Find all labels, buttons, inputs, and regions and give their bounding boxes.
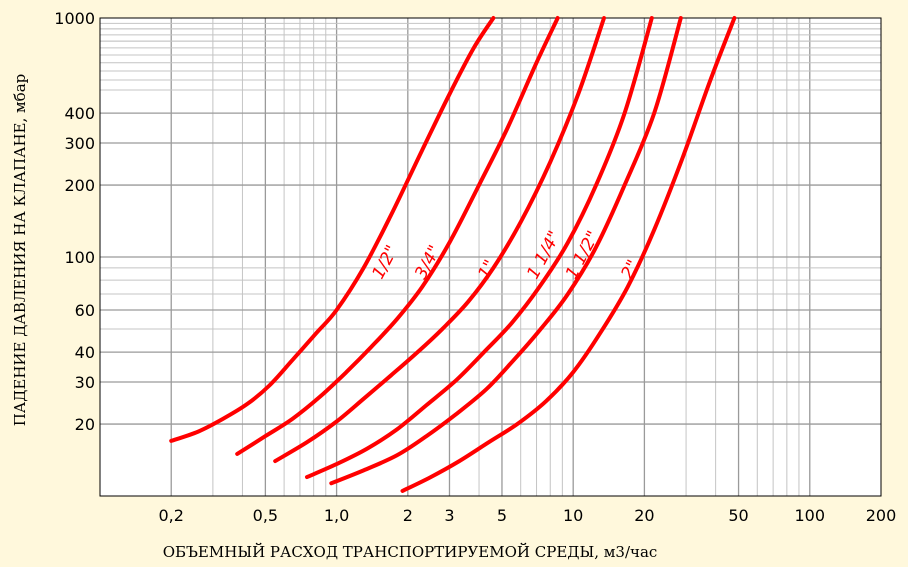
curves	[169, 16, 737, 493]
x-tick-label: 200	[866, 506, 897, 525]
grid	[100, 18, 881, 496]
x-tick-label: 100	[795, 506, 826, 525]
y-tick-label: 40	[75, 343, 95, 362]
plot-frame	[99, 17, 882, 497]
y-tick-label: 20	[75, 415, 95, 434]
y-tick-labels: 20 30 40 60 100 200 300 400 1000	[54, 9, 95, 434]
x-tick-label: 1,0	[324, 506, 349, 525]
x-tick-label: 10	[563, 506, 583, 525]
y-tick-label: 60	[75, 301, 95, 320]
y-tick-label: 400	[64, 104, 95, 123]
y-tick-label: 100	[64, 248, 95, 267]
x-tick-label: 5	[497, 506, 507, 525]
curve-series-1	[169, 16, 496, 443]
x-tick-labels: 0,2 0,5 1,0 2 3 5 10 20 50 100 200	[158, 506, 896, 525]
curve-series-6	[400, 16, 737, 493]
x-tick-label: 0,2	[158, 506, 183, 525]
y-tick-label: 300	[64, 134, 95, 153]
x-tick-label: 2	[403, 506, 413, 525]
x-tick-label: 0,5	[253, 506, 278, 525]
x-axis-title: ОБЪЕМНЫЙ РАСХОД ТРАНСПОРТИРУЕМОЙ СРЕДЫ, …	[163, 542, 658, 561]
curve-series-5	[329, 16, 683, 486]
x-tick-label: 20	[634, 506, 654, 525]
y-tick-label: 1000	[54, 9, 95, 28]
y-tick-label: 200	[64, 176, 95, 195]
curve-series-2	[235, 16, 560, 456]
x-tick-label: 3	[444, 506, 454, 525]
y-tick-label: 30	[75, 373, 95, 392]
y-axis-title: ПАДЕНИЕ ДАВЛЕНИЯ НА КЛАПАНЕ, мбар	[11, 74, 29, 427]
curve-series-3	[273, 16, 606, 464]
x-tick-label: 50	[728, 506, 748, 525]
curve-series-4	[305, 16, 654, 480]
